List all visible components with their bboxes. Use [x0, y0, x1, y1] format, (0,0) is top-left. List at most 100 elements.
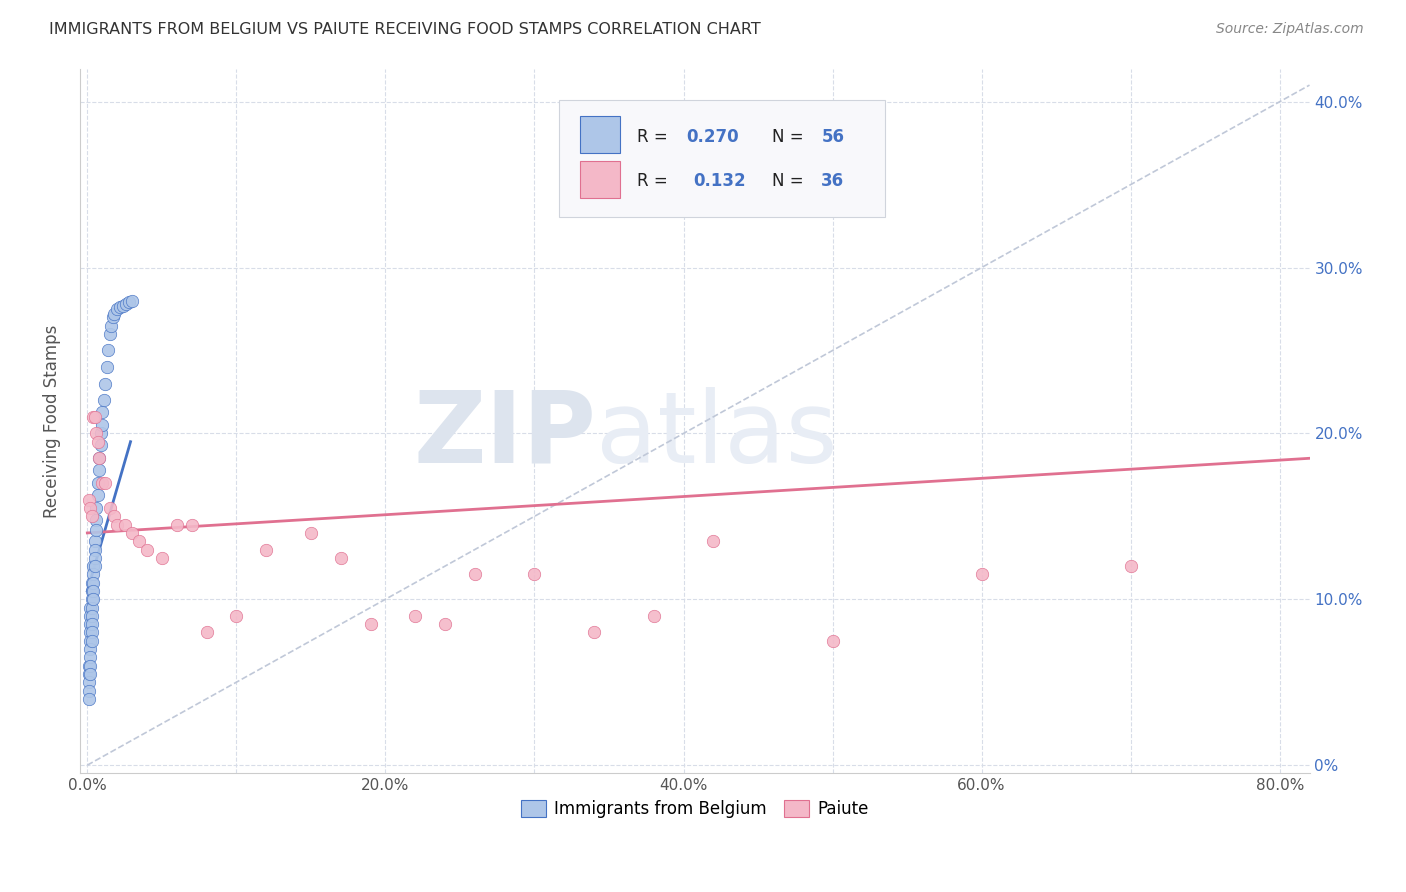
Point: [89, 451, 111, 466]
Point: [114, 517, 136, 532]
Text: IMMIGRANTS FROM BELGIUM VS PAIUTE RECEIVING FOOD STAMPS CORRELATION CHART: IMMIGRANTS FROM BELGIUM VS PAIUTE RECEIV…: [49, 22, 761, 37]
Point: [128, 534, 150, 549]
FancyBboxPatch shape: [581, 161, 620, 197]
Point: [464, 567, 486, 582]
Point: [970, 567, 993, 582]
Point: [83, 550, 105, 565]
Point: [82, 567, 104, 582]
Point: [118, 295, 141, 310]
Point: [87, 488, 110, 502]
Point: [103, 509, 125, 524]
Point: [82, 584, 104, 599]
Point: [77, 675, 100, 690]
Point: [105, 301, 128, 316]
Point: [80, 509, 103, 524]
Point: [79, 608, 101, 623]
Point: [82, 575, 104, 590]
Point: [79, 600, 101, 615]
Point: [82, 409, 104, 424]
Point: [150, 550, 173, 565]
Point: [82, 592, 104, 607]
Point: [87, 476, 110, 491]
FancyBboxPatch shape: [560, 100, 886, 217]
Text: N =: N =: [772, 172, 808, 190]
Point: [79, 501, 101, 516]
Point: [80, 584, 103, 599]
Point: [83, 542, 105, 557]
Legend: Immigrants from Belgium, Paiute: Immigrants from Belgium, Paiute: [515, 794, 875, 825]
Point: [80, 592, 103, 607]
Point: [225, 608, 247, 623]
Point: [93, 393, 115, 408]
Point: [108, 301, 131, 315]
Point: [115, 297, 138, 311]
Point: [97, 343, 120, 358]
Point: [523, 567, 546, 582]
Point: [80, 633, 103, 648]
Text: 36: 36: [821, 172, 845, 190]
Point: [98, 501, 121, 516]
Point: [87, 434, 110, 449]
Point: [195, 625, 218, 640]
Point: [80, 617, 103, 632]
Text: R =: R =: [637, 172, 678, 190]
Text: N =: N =: [772, 128, 808, 146]
Point: [90, 426, 112, 441]
Point: [329, 550, 352, 565]
Point: [404, 608, 426, 623]
Point: [80, 600, 103, 615]
Text: Source: ZipAtlas.com: Source: ZipAtlas.com: [1216, 22, 1364, 37]
Point: [702, 534, 724, 549]
Point: [121, 525, 143, 540]
Point: [180, 517, 202, 532]
Point: [77, 492, 100, 507]
Point: [101, 310, 124, 325]
Point: [434, 617, 457, 632]
Text: ZIP: ZIP: [413, 386, 596, 483]
Point: [91, 405, 114, 419]
Point: [112, 299, 135, 313]
Point: [84, 513, 107, 527]
FancyBboxPatch shape: [581, 117, 620, 153]
Point: [83, 559, 105, 574]
Point: [77, 691, 100, 706]
Point: [79, 642, 101, 657]
Point: [84, 426, 107, 441]
Point: [83, 409, 105, 424]
Point: [90, 438, 112, 452]
Point: [98, 326, 121, 341]
Point: [82, 559, 104, 574]
Point: [94, 476, 117, 491]
Point: [91, 476, 114, 491]
Point: [79, 650, 101, 665]
Text: 0.270: 0.270: [686, 128, 738, 146]
Point: [80, 575, 103, 590]
Y-axis label: Receiving Food Stamps: Receiving Food Stamps: [44, 325, 60, 517]
Point: [96, 360, 118, 375]
Point: [91, 418, 114, 433]
Point: [254, 542, 277, 557]
Point: [79, 617, 101, 632]
Point: [105, 517, 128, 532]
Point: [80, 625, 103, 640]
Point: [84, 523, 107, 537]
Point: [79, 667, 101, 681]
Point: [84, 501, 107, 516]
Text: atlas: atlas: [596, 386, 838, 483]
Point: [121, 293, 143, 308]
Point: [77, 667, 100, 681]
Point: [583, 625, 606, 640]
Point: [83, 534, 105, 549]
Point: [89, 451, 111, 466]
Point: [136, 542, 159, 557]
Point: [79, 633, 101, 648]
Point: [79, 658, 101, 673]
Point: [80, 608, 103, 623]
Point: [100, 318, 122, 333]
Point: [89, 463, 111, 477]
Point: [166, 517, 188, 532]
Point: [360, 617, 382, 632]
Point: [821, 633, 844, 648]
Text: R =: R =: [637, 128, 673, 146]
Point: [77, 658, 100, 673]
